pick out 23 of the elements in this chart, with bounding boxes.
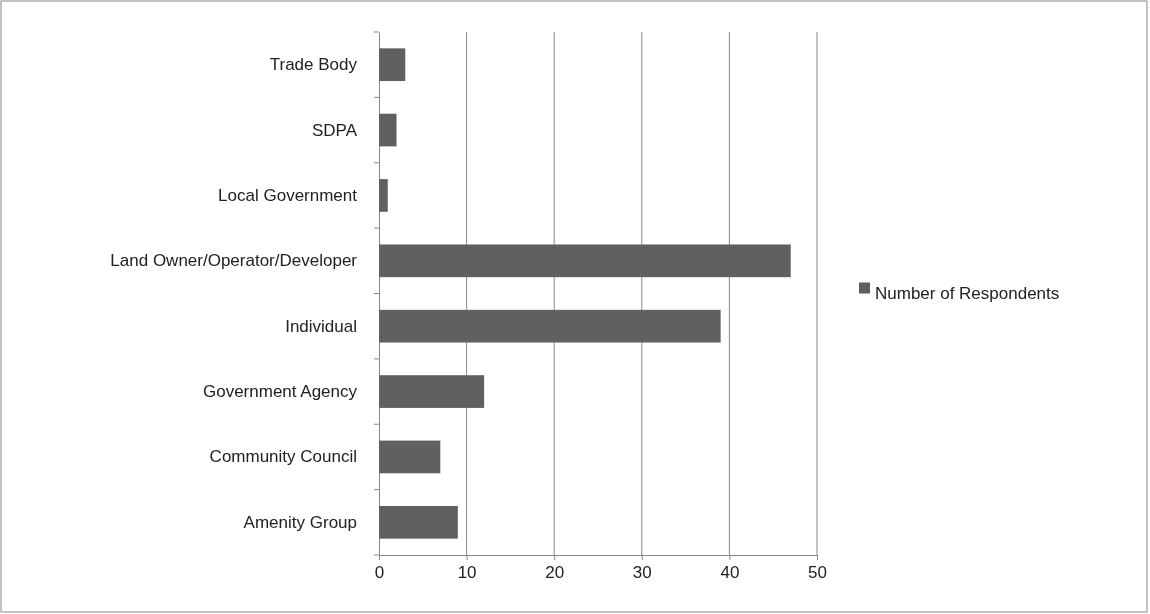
y-tick-label: Individual	[285, 316, 357, 336]
bar	[379, 440, 441, 474]
x-tick-label: 50	[808, 563, 827, 583]
y-tick-label: Land Owner/Operator/Developer	[110, 251, 358, 271]
bar	[379, 179, 388, 212]
y-tick-label: Amenity Group	[243, 512, 357, 532]
legend-label: Number of Respondents	[875, 283, 1060, 303]
bar	[379, 375, 485, 408]
bar	[379, 309, 721, 343]
x-tick-label: 20	[545, 563, 565, 583]
y-tick-label: SDPA	[311, 120, 358, 140]
bar	[379, 113, 397, 147]
y-tick-label: Government Agency	[202, 382, 358, 401]
bar	[379, 48, 406, 82]
bar	[379, 505, 458, 539]
y-tick-label: Local Government	[218, 185, 358, 205]
x-tick-label: 10	[457, 563, 477, 583]
x-tick-label: 40	[720, 563, 740, 583]
bar	[379, 244, 791, 278]
x-tick-label: 0	[374, 563, 385, 583]
x-tick-label: 30	[632, 563, 652, 583]
y-tick-label: Community Council	[209, 447, 357, 467]
y-tick-label: Trade Body	[269, 55, 358, 75]
